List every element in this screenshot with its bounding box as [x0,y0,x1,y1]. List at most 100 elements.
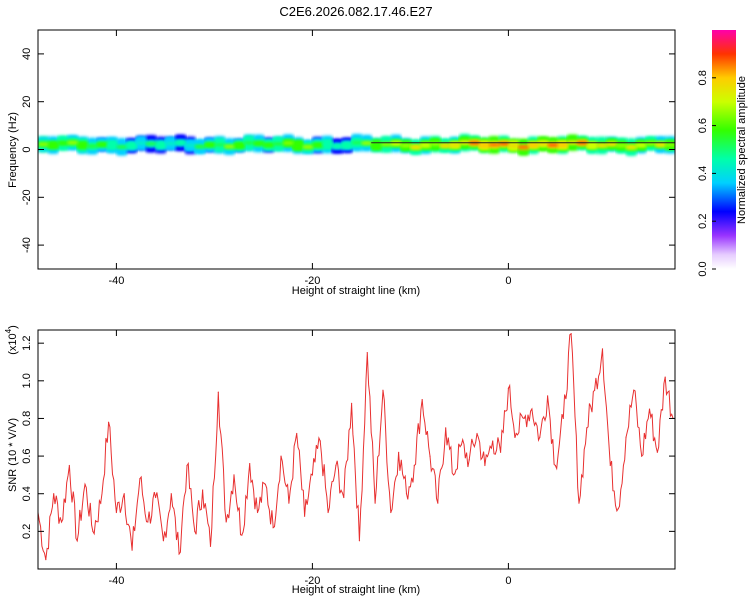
snr-y-tick-label: 0.8 [21,411,33,426]
spectrogram-band-cell [341,144,353,147]
snr-data-point [554,464,557,467]
snr-data-point [343,496,345,499]
snr-data-point [186,464,188,467]
spectrogram-band-cell [420,144,431,147]
snr-data-point [92,530,94,532]
spectrogram-band-cell [57,141,69,145]
snr-data-point [280,455,282,457]
snr-data-point [515,432,517,435]
spectrogram-band-cell [155,143,167,147]
snr-data-point [131,549,133,551]
snr-data-point [107,421,110,423]
spectrogram-band-cell [87,144,98,148]
snr-data-point [539,436,541,438]
colorbar-scale [712,30,736,269]
snr-data-point [53,493,55,495]
spectrogram-band-cell [557,144,568,146]
spectrogram-band-cell [635,143,647,147]
snr-background [38,330,675,569]
spectrogram-x-tick-label: -20 [304,275,320,287]
spectrogram-x-tick-label: -40 [108,275,124,287]
snr-data-point [311,474,313,476]
colorbar-tick-label: 0.0 [697,261,709,276]
snr-data-point [319,440,321,442]
snr-data-point [648,408,651,410]
spectrogram-band-cell [665,143,675,147]
spectrogram-band-cell [77,144,88,147]
spectrogram-band-cell [361,141,372,145]
snr-data-point [170,493,172,495]
snr-data-point [327,511,329,514]
snr-data-point [374,502,376,504]
snr-data-point [155,496,157,499]
spectrogram-band-cell [410,145,421,149]
snr-y-tick-label: 0.2 [21,524,33,539]
spectrogram-band-cell [400,144,412,147]
snr-data-point [594,389,596,391]
snr-data-point [531,408,533,410]
spectrogram-band-cell [371,143,382,147]
spectrogram-y-tick-label: 20 [21,96,33,108]
snr-data-point [147,521,149,523]
snr-data-point [413,464,415,467]
spectrogram-band-cell [145,142,157,145]
snr-x-tick-label: -40 [108,575,124,587]
spectrogram-band-cell [351,141,363,144]
snr-multiplier-base: (x10 [7,333,19,354]
colorbar-ticks: 0.0 0.2 0.4 0.6 0.8 [697,70,716,277]
snr-x-tick-label: 0 [505,575,511,587]
spectrogram-band-cell [67,141,78,144]
snr-x-axis-label: Height of straight line (km) [292,584,420,596]
snr-data-point [547,395,549,397]
snr-y-tick-label: 1.2 [21,336,33,351]
snr-y-tick-label: 0.4 [21,486,33,501]
spectrogram-band-cell [194,145,206,148]
snr-data-point [641,455,643,457]
spectrogram-band-cell [586,144,598,147]
spectrogram-band-cell [234,144,245,147]
spectrogram-band-cell [547,143,559,147]
colorbar-tick-label: 0.8 [697,70,709,85]
snr-data-point [178,553,180,555]
snr-data-point [366,351,368,354]
snr-data-point [476,432,478,435]
spectrogram-band-cell [253,142,265,145]
snr-data-point [202,489,204,491]
spectrogram-band-cell [322,143,333,146]
spectrogram-y-tick-label: 0 [21,146,33,152]
spectrogram-band-cell [175,141,186,144]
snr-data-point [60,521,63,523]
snr-y-axis-label: SNR (10 * V/V) [7,418,19,492]
snr-data-point [225,521,227,523]
spectrogram-x-axis-label: Height of straight line (km) [292,285,420,297]
snr-data-point [562,417,564,420]
snr-y-tick-label: 0.6 [21,448,33,463]
snr-data-point [664,376,666,378]
snr-data-point [398,451,400,453]
spectrogram-band-cell [204,143,216,147]
spectrogram-band-cell [518,146,529,149]
snr-data-point [586,427,588,429]
snr-data-point [123,493,125,495]
snr-data-point [84,483,86,485]
spectrogram-band-cell [626,146,637,149]
spectrogram-band-cell [185,144,196,147]
spectrogram-band-cell [332,144,343,148]
spectrogram-band-cell [312,144,323,147]
snr-data-point [390,511,392,514]
spectrogram-band-cell [528,144,539,147]
snr-data-point [601,348,604,350]
spectrogram-band-cell [126,144,137,147]
snr-data-point [264,483,266,485]
snr-data-point [492,440,494,442]
spectrogram-band-cell [430,142,441,146]
spectrogram-band-cell [439,144,451,147]
snr-data-point [217,391,219,393]
snr-data-point [499,451,502,453]
spectrogram-frame [37,29,676,270]
spectrogram-band-cell [263,143,274,147]
colorbar-tick-label: 0.2 [697,214,709,229]
snr-data-point [303,515,306,517]
spectrogram-x-ticks: -40 -20 0 [108,30,511,287]
